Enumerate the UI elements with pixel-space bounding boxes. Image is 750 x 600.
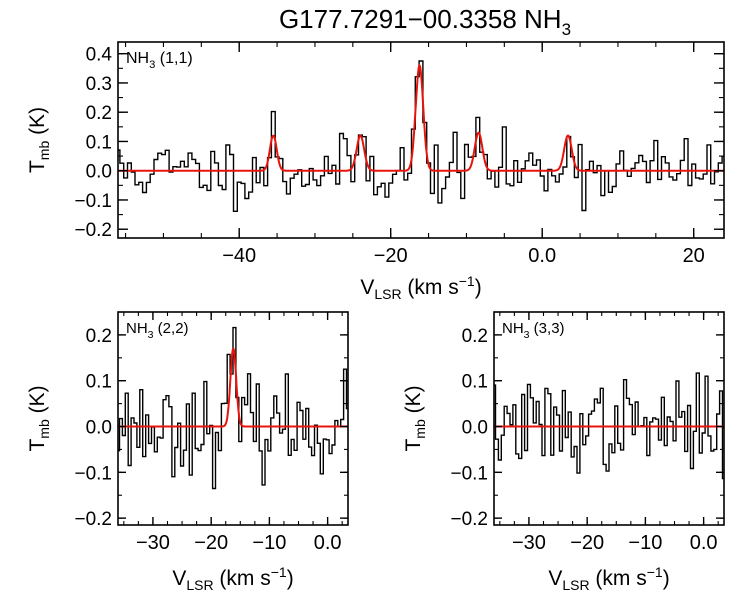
x-axis-label: VLSR (km s−1) xyxy=(172,564,293,593)
y-tick-label: −0.1 xyxy=(74,463,112,484)
panel-annotation-sub: 3 xyxy=(524,329,530,341)
y-axis-label-main: T xyxy=(26,439,49,452)
y-axis-label-sub: mb xyxy=(412,419,428,439)
x-tick-label: −30 xyxy=(136,532,170,554)
panel-annotation-main: NH xyxy=(126,320,148,337)
x-tick-label: −20 xyxy=(194,532,228,554)
plot-frame xyxy=(117,311,349,526)
x-axis-label-main: V xyxy=(360,276,374,299)
x-axis-label-close: ) xyxy=(287,567,294,590)
y-tick-label: 0.1 xyxy=(86,132,112,153)
panel-bottom-left: −0.2 −0.1 0.0 0.1 0.2 −30 −20 −10 0.0 NH3 (2,2) VL… xyxy=(26,311,349,593)
y-tick-label: −0.1 xyxy=(450,463,488,484)
chart-title: G177.7291−00.3358 NH3 xyxy=(279,4,571,39)
plot-frame xyxy=(493,311,725,526)
x-tick-label: 20 xyxy=(683,245,705,267)
x-tick-label: −20 xyxy=(570,532,604,554)
y-axis-label-unit: (K) xyxy=(26,385,49,419)
y-tick-label: 0.0 xyxy=(462,418,488,439)
panel-annotation-rest: (1,1) xyxy=(155,50,192,67)
x-axis-label-sub: LSR xyxy=(374,286,401,302)
x-axis-label-sub: LSR xyxy=(562,577,589,593)
y-tick-label: −0.2 xyxy=(74,220,112,241)
x-tick-label: −30 xyxy=(512,532,546,554)
x-axis-label-unit: (km s xyxy=(214,567,271,590)
panel-annotation-rest: (2,2) xyxy=(154,320,189,337)
x-axis-label: VLSR (km s−1) xyxy=(548,564,669,593)
y-tick-label: 0.2 xyxy=(86,103,112,124)
y-axis-label-unit: (K) xyxy=(402,385,425,419)
x-axis-label-sup: −1 xyxy=(459,273,475,289)
chart-title-main: G177.7291−00.3358 NH xyxy=(279,4,562,34)
y-tick-label: 0.1 xyxy=(462,372,488,393)
x-tick-label: −20 xyxy=(374,245,408,267)
y-axis-label-unit: (K) xyxy=(26,107,49,141)
fit-line xyxy=(118,347,348,428)
panel-bottom-right: −0.2 −0.1 0.0 0.1 0.2 −30 −20 −10 0.0 NH3 (3,3) VL… xyxy=(402,311,725,593)
panel-annotation-main: NH xyxy=(126,50,149,67)
y-axis-label: Tmb (K) xyxy=(26,107,52,173)
x-axis-label-main: V xyxy=(172,567,186,590)
x-axis-label: VLSR (km s−1) xyxy=(360,273,481,302)
y-tick-label: 0.4 xyxy=(86,45,113,66)
x-tick-label: −10 xyxy=(252,532,286,554)
x-axis-label-sup: −1 xyxy=(647,564,663,580)
y-tick-label: 0.2 xyxy=(462,326,488,347)
y-tick-label: 0.0 xyxy=(86,162,112,183)
y-tick-label: −0.2 xyxy=(450,509,488,530)
spectrum-line xyxy=(494,372,724,480)
y-tick-label: −0.1 xyxy=(74,191,112,212)
x-axis-label-unit: (km s xyxy=(402,276,459,299)
panel-top: −0.2 −0.1 0.0 0.1 0.2 0.3 0.4 −40 −20 0.0 20 NH3 (1… xyxy=(26,41,725,302)
y-tick-label: 0.3 xyxy=(86,74,112,95)
chart-title-sub: 3 xyxy=(562,20,571,39)
x-axis-label-sub: LSR xyxy=(186,577,213,593)
fit-line xyxy=(118,63,724,172)
y-tick-label: 0.1 xyxy=(86,372,112,393)
panel-annotation-sub: 3 xyxy=(149,59,155,71)
x-axis-label-unit: (km s xyxy=(590,567,647,590)
panel-annotation: NH3 (3,3) xyxy=(502,320,565,341)
y-tick-label: 0.0 xyxy=(86,418,112,439)
x-tick-label: 0.0 xyxy=(528,245,556,267)
x-tick-label: 0.0 xyxy=(690,532,718,554)
y-axis-label-sub: mb xyxy=(36,419,52,439)
x-tick-label: −40 xyxy=(222,245,256,267)
panel-annotation-rest: (3,3) xyxy=(530,320,565,337)
x-axis-label-main: V xyxy=(548,567,562,590)
panel-annotation: NH3 (2,2) xyxy=(126,320,189,341)
y-axis-label-main: T xyxy=(402,439,425,452)
y-tick-label: 0.2 xyxy=(86,326,112,347)
y-axis-label-main: T xyxy=(26,160,49,173)
panel-annotation: NH3 (1,1) xyxy=(126,50,193,71)
x-axis-label-close: ) xyxy=(663,567,670,590)
panel-annotation-sub: 3 xyxy=(148,329,154,341)
x-axis-label-close: ) xyxy=(475,276,482,299)
y-axis-label: Tmb (K) xyxy=(26,385,52,451)
panel-annotation-main: NH xyxy=(502,320,524,337)
y-axis-label-sub: mb xyxy=(36,141,52,161)
plot-frame xyxy=(117,41,725,239)
y-tick-label: −0.2 xyxy=(74,509,112,530)
x-tick-label: 0.0 xyxy=(314,532,342,554)
x-tick-label: −10 xyxy=(628,532,662,554)
x-axis-label-sup: −1 xyxy=(271,564,287,580)
y-axis-label: Tmb (K) xyxy=(402,385,428,451)
